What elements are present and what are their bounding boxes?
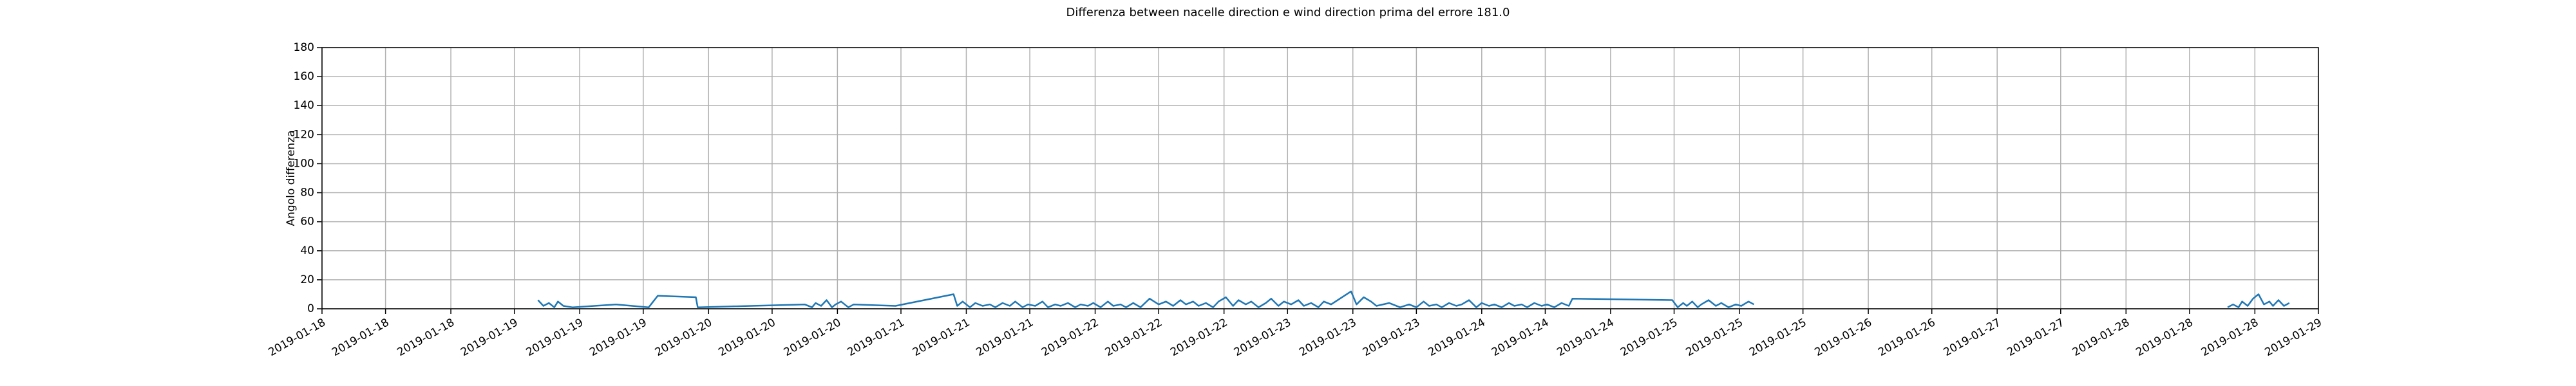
y-tick-label: 180: [294, 41, 314, 54]
data-line: [537, 290, 2290, 308]
y-tick-label: 100: [294, 157, 314, 170]
y-tick-label: 160: [294, 70, 314, 83]
y-tick-label: 120: [294, 128, 314, 141]
chart-title: Differenza between nacelle direction e w…: [1066, 6, 1510, 19]
y-tick-label: 80: [300, 187, 314, 199]
y-tick-label: 40: [300, 244, 314, 257]
y-tick-label: 0: [307, 302, 314, 315]
plot-frame: [321, 47, 2319, 309]
y-tick-label: 20: [300, 273, 314, 286]
y-tick-label: 140: [294, 99, 314, 112]
y-axis-label: Angolo differenza: [285, 131, 298, 226]
y-tick-label: 60: [300, 216, 314, 228]
